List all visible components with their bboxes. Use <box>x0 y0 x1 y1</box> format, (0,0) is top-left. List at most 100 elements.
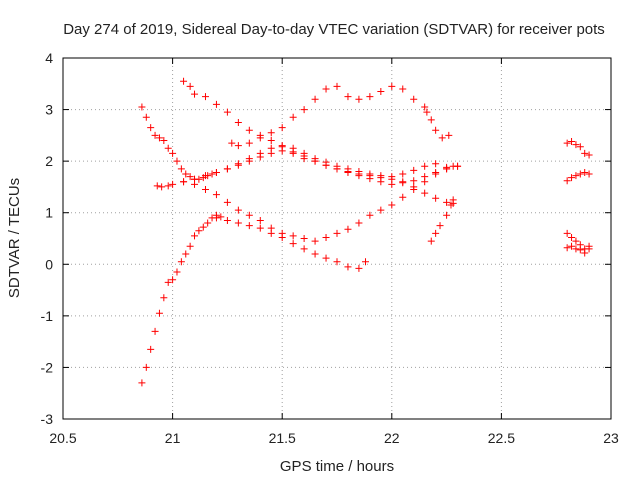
data-point <box>568 174 576 182</box>
data-point <box>191 180 199 188</box>
data-point <box>186 173 194 181</box>
data-point <box>355 264 363 272</box>
data-point <box>169 276 177 284</box>
data-point <box>581 249 589 257</box>
data-point <box>377 88 385 96</box>
data-point <box>180 178 188 186</box>
data-point <box>256 224 264 232</box>
x-tick-label: 22 <box>384 430 400 446</box>
data-point <box>208 214 216 222</box>
data-point <box>278 147 286 155</box>
data-point <box>182 250 190 258</box>
data-point <box>568 233 576 241</box>
data-point <box>223 198 231 206</box>
data-point <box>366 175 374 183</box>
data-point <box>333 258 341 266</box>
series-track-f <box>138 211 225 387</box>
chart-title: Day 274 of 2019, Sidereal Day-to-day VTE… <box>63 21 605 38</box>
data-point <box>289 240 297 248</box>
data-point <box>195 227 203 235</box>
data-point <box>155 309 163 317</box>
data-point <box>432 170 440 178</box>
data-point <box>245 211 253 219</box>
data-point <box>355 95 363 103</box>
data-point <box>361 258 369 266</box>
data-point <box>333 165 341 173</box>
data-point <box>377 178 385 186</box>
data-point <box>388 82 396 90</box>
data-point <box>432 126 440 134</box>
data-point <box>217 213 225 221</box>
data-point <box>278 124 286 132</box>
series-track-e <box>212 214 369 272</box>
data-point <box>199 223 207 231</box>
data-point <box>151 131 159 139</box>
data-point <box>201 172 209 180</box>
data-point <box>234 142 242 150</box>
data-point <box>410 177 418 185</box>
data-point <box>410 95 418 103</box>
data-point <box>572 245 580 253</box>
data-point <box>182 170 190 178</box>
data-point <box>212 211 220 219</box>
data-point <box>267 229 275 237</box>
data-point <box>432 194 440 202</box>
data-point <box>421 189 429 197</box>
data-point <box>234 118 242 126</box>
data-point <box>186 242 194 250</box>
data-point <box>436 222 444 230</box>
data-point <box>177 258 185 266</box>
data-point <box>443 198 451 206</box>
data-point <box>245 139 253 147</box>
data-point <box>432 229 440 237</box>
data-point <box>438 134 446 142</box>
data-point <box>581 168 589 176</box>
data-point <box>158 183 166 191</box>
data-point <box>245 126 253 134</box>
data-point <box>427 237 435 245</box>
grid-lines <box>63 58 611 419</box>
y-axis-label: SDTVAR / TECUs <box>6 178 23 298</box>
data-point <box>234 206 242 214</box>
data-point <box>311 157 319 165</box>
data-point <box>173 157 181 165</box>
data-point <box>147 124 155 132</box>
x-tick-label: 22.5 <box>488 430 515 446</box>
data-point <box>344 263 352 271</box>
data-point <box>322 85 330 93</box>
data-point <box>563 244 571 252</box>
data-point <box>585 245 593 253</box>
x-tick-label: 20.5 <box>49 430 76 446</box>
x-axis-label: GPS time / hours <box>280 458 394 475</box>
data-point <box>366 211 374 219</box>
data-point <box>245 222 253 230</box>
data-point <box>234 161 242 169</box>
data-point <box>311 95 319 103</box>
data-point <box>256 216 264 224</box>
data-point <box>388 180 396 188</box>
series-track-i <box>423 108 453 142</box>
data-point <box>177 165 185 173</box>
data-point <box>447 201 455 209</box>
data-point <box>410 166 418 174</box>
y-tick-label: 4 <box>45 50 53 66</box>
data-point <box>563 229 571 237</box>
data-point <box>212 168 220 176</box>
data-point <box>138 379 146 387</box>
data-point <box>399 193 407 201</box>
series-track-b <box>180 77 457 207</box>
data-point <box>180 77 188 85</box>
data-point <box>322 233 330 241</box>
data-point <box>278 233 286 241</box>
data-point <box>344 225 352 233</box>
data-point <box>169 180 177 188</box>
data-point <box>322 254 330 262</box>
data-point <box>267 129 275 137</box>
data-point <box>300 245 308 253</box>
data-point <box>300 106 308 114</box>
data-point <box>155 134 163 142</box>
data-point <box>234 219 242 227</box>
x-tick-label: 21.5 <box>269 430 296 446</box>
series-track-h <box>427 196 457 245</box>
